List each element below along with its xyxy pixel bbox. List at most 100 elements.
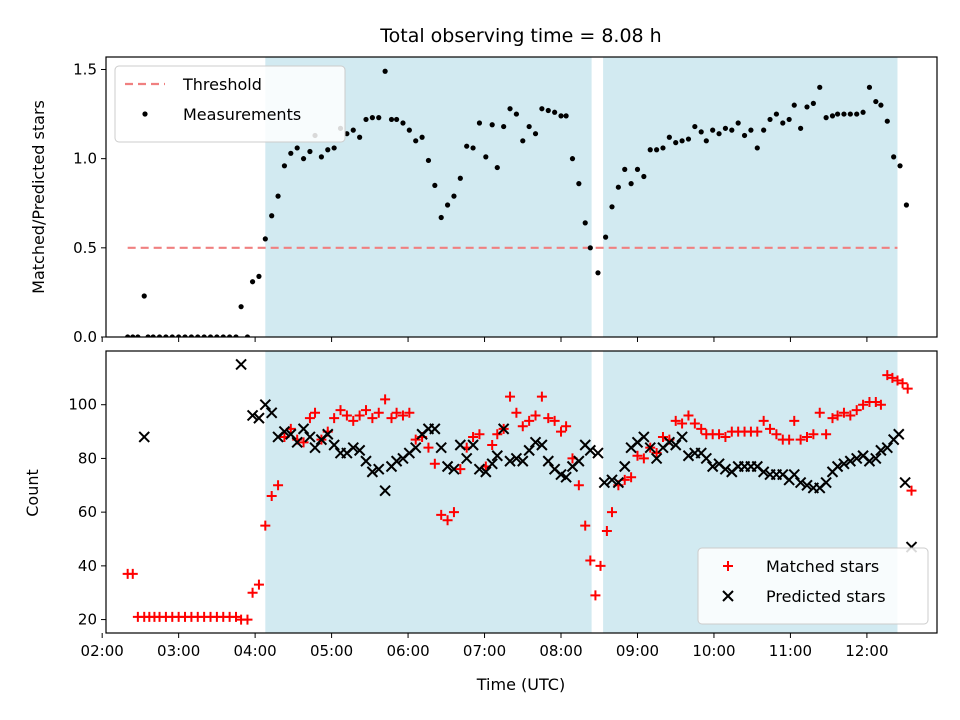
top-measurements-point-7 [163,334,169,337]
bottom-matched-stars-point-116 [838,407,849,418]
bottom-matched-stars-point-82 [626,472,637,483]
top-measurements-point-100 [748,127,754,133]
bottom-predicted-stars-point-15 [328,439,340,451]
bottom-predicted-stars-point-4 [259,399,272,411]
bottom-predicted-stars-point-90 [801,479,813,491]
bottom-predicted-stars-point-103 [881,441,894,454]
bottom-predicted-stars-point-101 [870,452,882,465]
top-measurements-point-38 [357,134,363,140]
bottom-matched-stars-point-105 [771,429,782,440]
top-measurements-point-48 [419,134,425,140]
top-measurements-point-113 [829,113,836,119]
bottom-predicted-stars-point-0 [138,431,150,443]
top-measurements-point-110 [810,100,816,106]
top-measurements-point-122 [884,118,890,124]
top-y-tick-label-3: 1.5 [73,60,97,78]
top-measurements-point-15 [214,334,220,337]
top-measurements-point-23 [262,236,268,242]
bottom-matched-stars-point-84 [638,453,649,464]
top-measurements-point-0 [125,334,131,337]
bottom-legend-label-0: Matched stars [766,557,879,576]
bottom-predicted-stars-point-64 [638,431,650,443]
top-measurements-point-57 [476,120,483,126]
bottom-matched-stars-point-67 [536,391,547,402]
top-measurements-point-22 [256,273,262,279]
top-measurements-point-85 [654,147,660,153]
bottom-predicted-stars-point-22 [373,463,385,475]
bottom-predicted-stars-point-25 [390,455,403,467]
top-measurements-point-72 [569,156,576,162]
bottom-matched-stars-point-92 [689,418,700,429]
bottom-matched-stars-point-44 [391,407,402,418]
top-measurements-point-5 [150,334,156,337]
bottom-predicted-stars-point-57 [592,447,604,459]
top-measurements-point-108 [798,125,804,131]
top-measurements-point-74 [582,220,588,226]
top-measurements-point-107 [791,102,797,108]
bottom-matched-stars-point-45 [397,410,408,421]
top-measurements-point-109 [804,104,810,110]
top-measurements-point-27 [288,150,294,156]
bottom-predicted-stars-point-96 [838,458,850,470]
bottom-matched-stars-point-93 [696,423,707,434]
bottom-matched-stars-point-86 [651,448,662,459]
top-measurements-point-71 [563,113,569,119]
top-measurements-point-114 [834,111,841,117]
bottom-legend-box [697,547,929,625]
top-measurements-point-43 [388,116,395,123]
bottom-predicted-stars-point-12 [309,441,321,454]
bottom-matched-stars-point-63 [511,407,522,418]
top-measurements-point-87 [666,134,672,140]
bottom-matched-stars-point-23 [260,520,271,531]
top-measurements-point-37 [350,127,356,133]
top-measurements-point-119 [866,84,873,90]
bottom-predicted-stars-point-98 [850,452,863,465]
bottom-predicted-stars-point-100 [863,455,876,467]
top-measurements-point-2 [135,334,141,337]
top-measurements-point-117 [854,111,860,117]
bottom-matched-stars-point-128 [906,485,917,496]
top-measurements-point-11 [188,334,194,337]
bottom-matched-stars-point-77 [595,560,606,571]
top-measurements-point-65 [526,123,532,130]
bottom-predicted-stars-point-10 [297,423,310,435]
bottom-matched-stars-point-57 [474,429,485,440]
top-measurements-point-39 [363,116,369,123]
bottom-matched-stars-point-97 [720,431,731,442]
bottom-predicted-stars-point-106 [899,476,911,489]
bottom-matched-stars-point-47 [410,434,421,445]
top-measurements-point-70 [558,113,564,119]
top-measurements-point-105 [780,120,786,126]
bottom-matched-stars-point-124 [887,372,898,383]
bottom-matched-stars-point-126 [897,378,908,389]
bottom-matched-stars-point-91 [683,410,694,421]
bottom-predicted-stars-point-58 [598,476,611,489]
top-legend-label-0: Threshold [182,75,262,94]
bottom-predicted-stars-point-97 [844,455,857,467]
bottom-predicted-stars-point-48 [536,439,548,451]
top-measurements-point-77 [603,234,609,240]
bottom-matched-stars-point-21 [247,587,258,598]
top-measurements-point-10 [182,334,188,337]
top-measurements-point-21 [249,279,256,285]
bottom-matched-stars-point-122 [875,399,886,410]
bottom-predicted-stars-point-44 [510,452,523,465]
top-measurements-point-9 [176,334,182,337]
top-measurements-point-92 [698,129,704,135]
bottom-predicted-stars-point-37 [467,439,479,451]
bottom-predicted-stars-point-18 [347,441,359,454]
x-axis-label: Time (UTC) [476,675,565,694]
top-measurements-point-64 [520,138,526,144]
top-measurements-point-14 [207,334,214,337]
top-measurements-point-115 [841,111,847,117]
bottom-y-tick-label-2: 60 [78,503,97,521]
bottom-matched-stars-point-119 [858,399,869,410]
top-measurements-point-123 [891,154,897,160]
bottom-matched-stars-point-37 [348,415,359,426]
bottom-plot-area [122,358,918,625]
bottom-predicted-stars-point-32 [435,441,447,454]
bottom-matched-stars-point-78 [601,525,612,536]
top-measurements-point-53 [451,193,457,199]
top-measurements-point-54 [457,175,463,181]
